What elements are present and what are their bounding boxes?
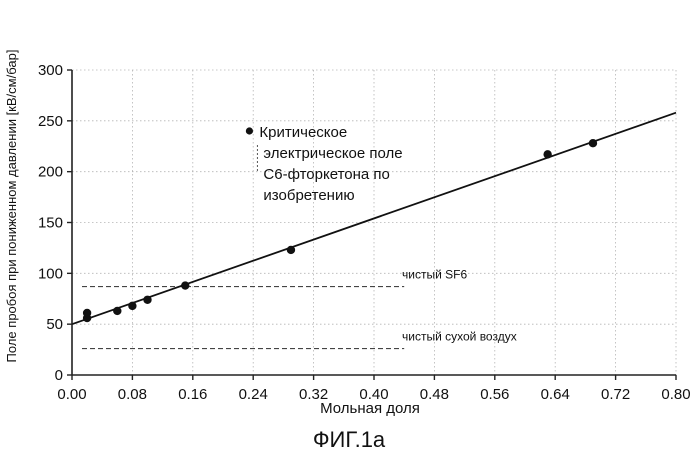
data-point — [143, 296, 151, 304]
x-tick-label: 0.08 — [118, 386, 147, 403]
annotation: Критическое электрическое поле С6-фторкето… — [246, 124, 403, 204]
reference-line-label: чистый SF6 — [402, 268, 467, 282]
y-tick-label: 50 — [46, 316, 63, 333]
x-tick-label: 0.80 — [661, 386, 690, 403]
data-point — [287, 246, 295, 254]
annotation-text-line: С6-фторкетона по — [263, 166, 389, 183]
annotation-point — [246, 127, 253, 134]
y-tick-label: 100 — [38, 265, 63, 282]
data-point — [113, 307, 121, 315]
x-tick-label: 0.48 — [420, 386, 449, 403]
x-tick-label: 0.00 — [57, 386, 86, 403]
annotation-text-line: изобретению — [263, 187, 354, 204]
data-point — [181, 281, 189, 289]
x-tick-label: 0.72 — [601, 386, 630, 403]
data-point — [589, 139, 597, 147]
y-tick-label: 250 — [38, 113, 63, 130]
grid-layer — [72, 70, 676, 375]
y-axis-title: Поле пробоя при пониженном давлении [кВ/… — [4, 50, 19, 363]
y-tick-label: 300 — [38, 62, 63, 79]
y-tick-label: 200 — [38, 164, 63, 181]
y-tick-label: 150 — [38, 215, 63, 232]
reference-line-label: чистый сухой воздух — [402, 330, 517, 344]
x-tick-label: 0.64 — [541, 386, 570, 403]
reference-lines: чистый SF6 чистый сухой воздух — [82, 268, 517, 349]
annotation-text-line: электрическое поле — [263, 145, 402, 162]
x-tick-label: 0.16 — [178, 386, 207, 403]
figure-caption: ФИГ.1а — [313, 427, 386, 452]
y-tick-label: 0 — [55, 367, 63, 384]
x-tick-label: 0.24 — [239, 386, 268, 403]
annotation-text-line: Критическое — [259, 124, 347, 141]
axes: 0.000.080.160.240.320.400.480.560.640.72… — [38, 62, 691, 403]
data-point — [83, 309, 91, 317]
x-axis-title: Мольная доля — [320, 400, 420, 417]
data-point — [543, 150, 551, 158]
x-tick-label: 0.56 — [480, 386, 509, 403]
data-point — [128, 302, 136, 310]
